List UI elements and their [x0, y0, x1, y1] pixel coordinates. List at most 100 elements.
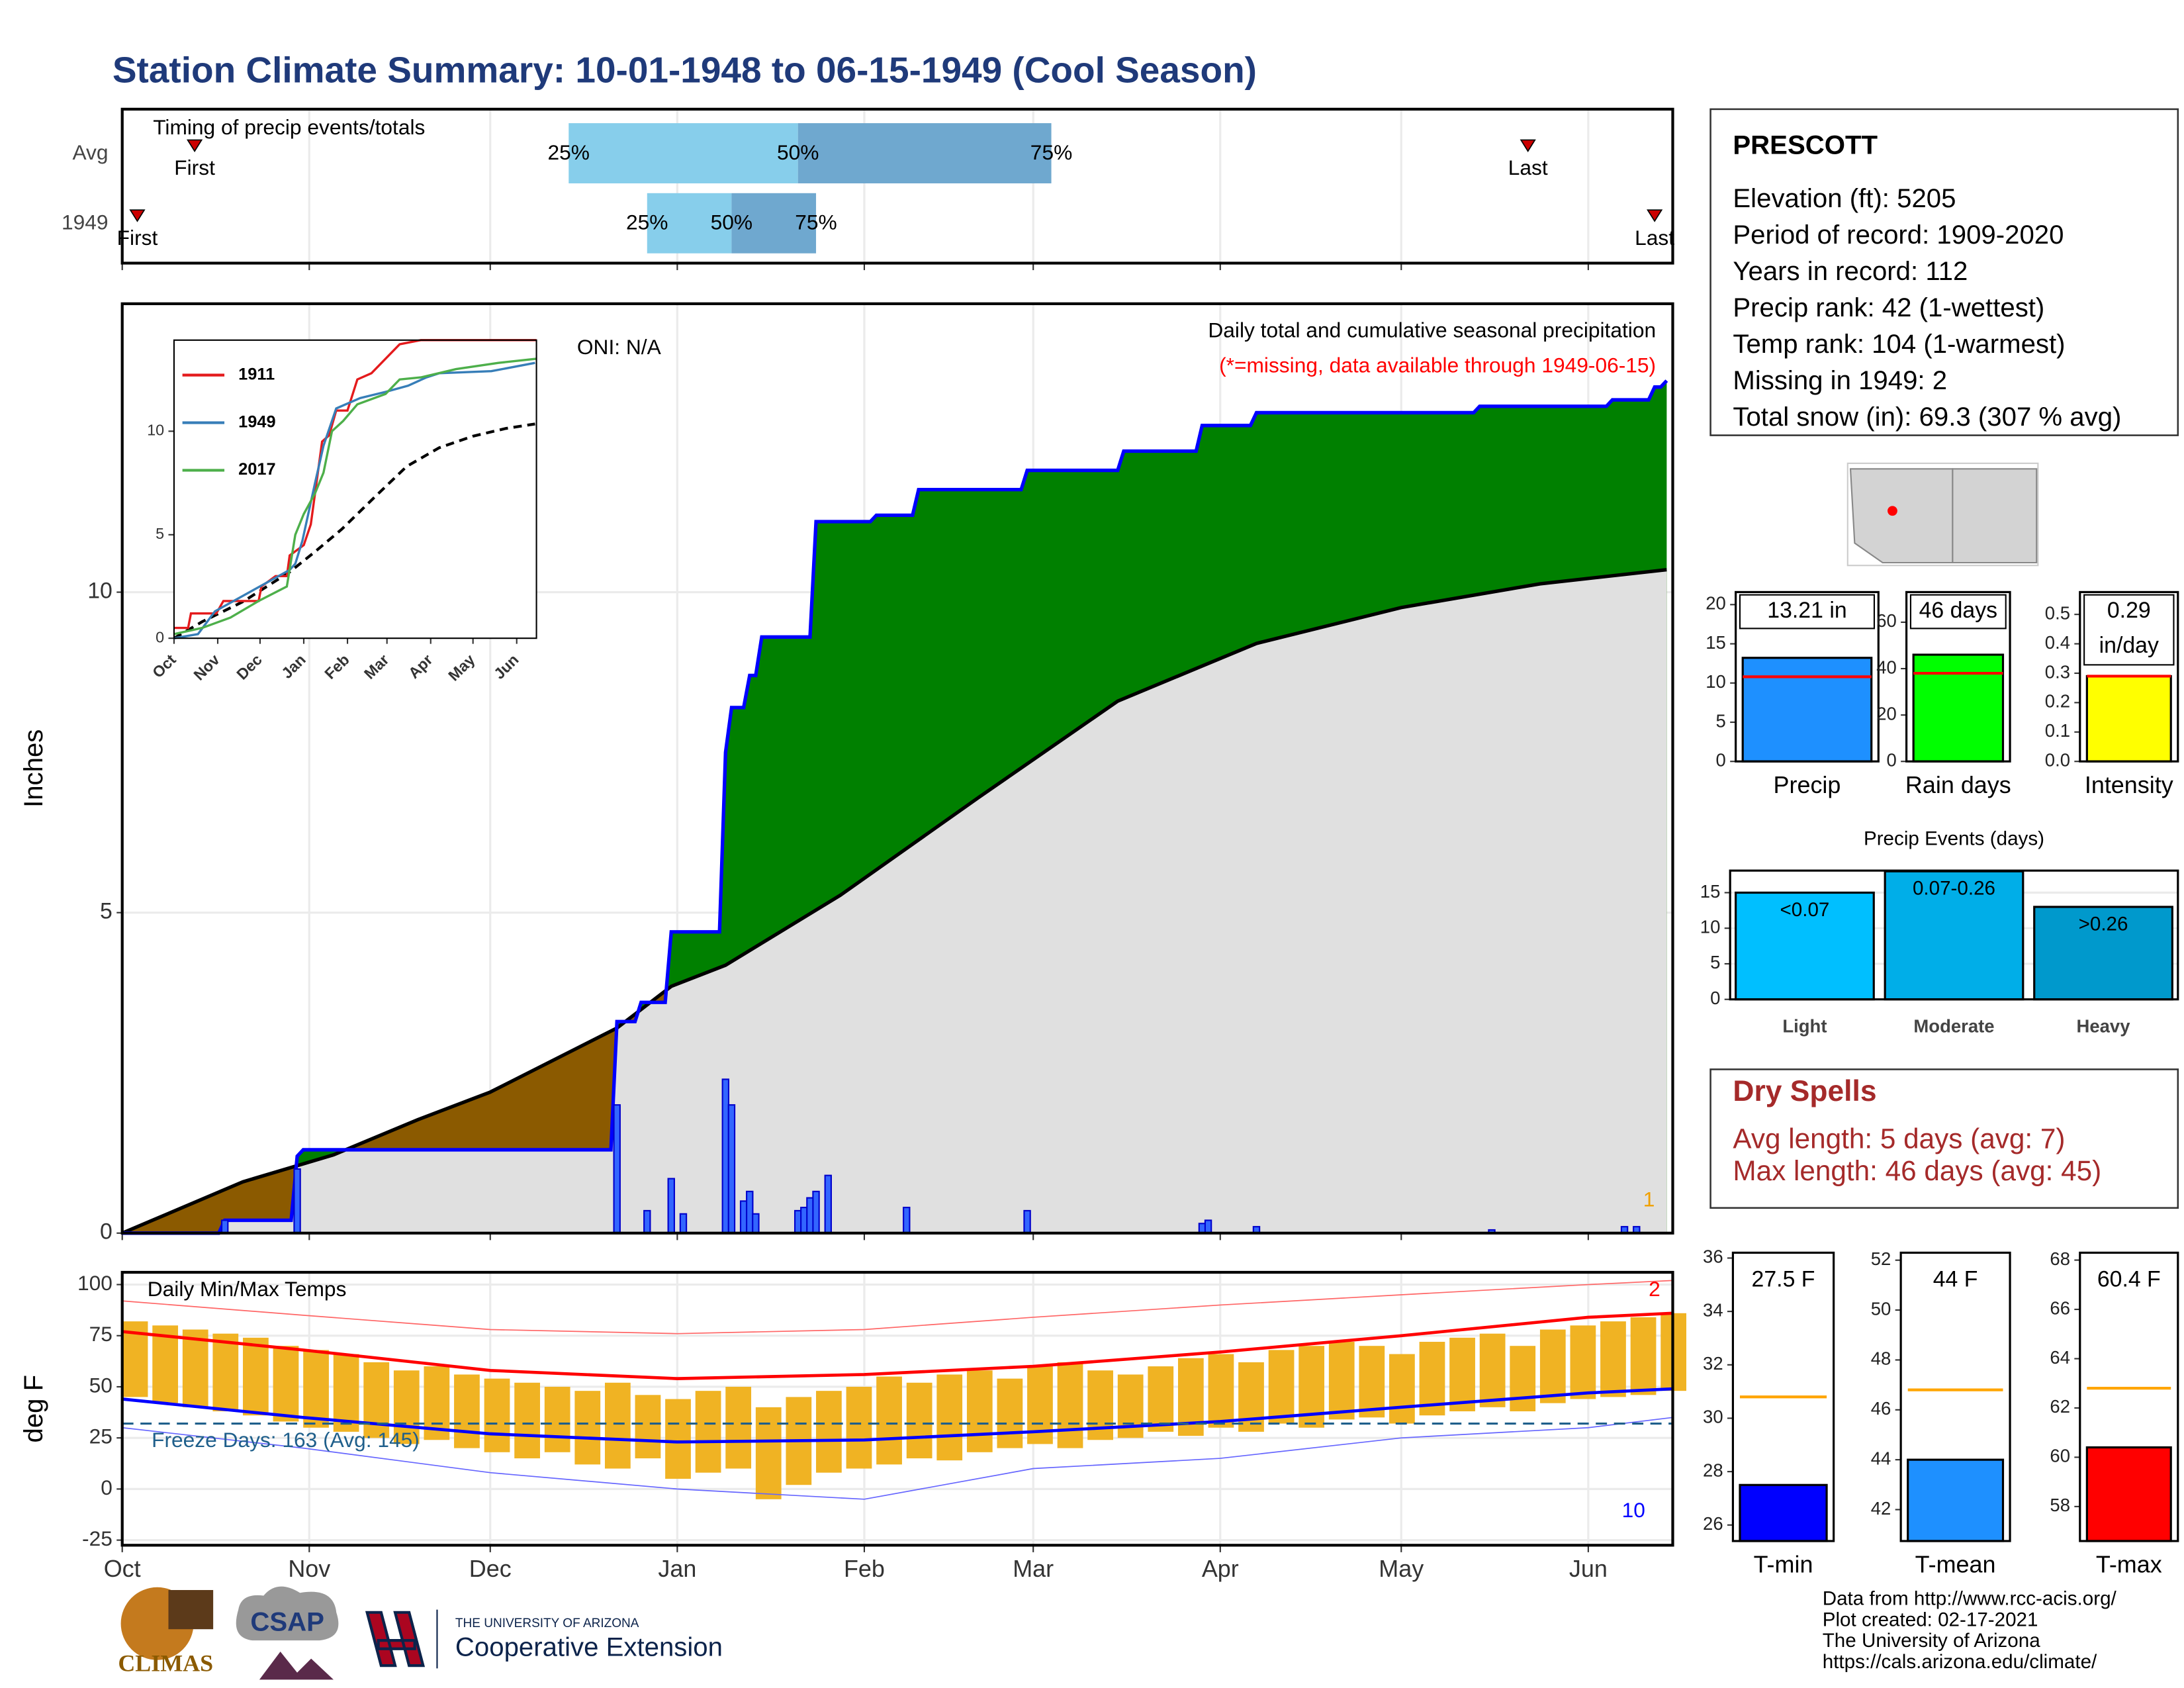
station-dot	[1888, 506, 1897, 516]
marker-label: First	[117, 226, 158, 250]
daily-bar	[746, 1190, 754, 1234]
map-state	[1849, 468, 1954, 564]
temp-bar	[544, 1386, 570, 1452]
y-tick-label: 0.4	[2045, 632, 2070, 653]
y-tick-label: 26	[1703, 1513, 1723, 1534]
y-tick-label: 46	[1871, 1398, 1891, 1419]
bar	[1912, 653, 2005, 763]
dry-spells-title: Dry Spells	[1733, 1075, 1876, 1107]
timing-marker	[1520, 139, 1536, 152]
y-tick-label: 5	[1710, 952, 1720, 972]
station-line: Total snow (in): 69.3 (307 % avg)	[1733, 402, 2121, 432]
annotation: 2	[1649, 1277, 1661, 1301]
x-tick-label: Apr	[1202, 1555, 1239, 1582]
value-unit: in/day	[2099, 633, 2159, 658]
dry-spells-line: Avg length: 5 days (avg: 7)	[1733, 1123, 2065, 1154]
y-tick-label: 0.2	[2045, 691, 2070, 712]
x-tick-label: May	[1379, 1555, 1424, 1582]
station-line: Precip rank: 42 (1-wettest)	[1733, 293, 2044, 322]
plot-frame	[120, 1270, 1674, 1547]
y-tick-label: 0.1	[2045, 720, 2070, 741]
y-tick-label: 75	[89, 1322, 113, 1346]
x-tick-label: Heavy	[2077, 1015, 2131, 1036]
y-tick-label: 68	[2050, 1248, 2070, 1269]
row-label: 1949	[62, 211, 109, 234]
dry-spells-box	[1709, 1068, 2179, 1209]
timing-marker	[186, 139, 203, 152]
plot-frame	[120, 302, 1674, 1235]
daily-bar	[806, 1197, 814, 1234]
station-line: Period of record: 1909-2020	[1733, 220, 2064, 250]
plot-frame	[1729, 869, 2179, 1001]
x-tick-label: Precip	[1774, 771, 1841, 798]
footer-line: Data from http://www.rcc-acis.org/	[1823, 1588, 2117, 1610]
temp-bar	[1479, 1333, 1506, 1407]
plot-frame	[2079, 590, 2179, 763]
station-line: Temp rank: 104 (1-warmest)	[1733, 329, 2065, 359]
x-tick-label: T-max	[2096, 1551, 2162, 1578]
temp-bar	[1449, 1337, 1475, 1412]
csap-logo: CSAP	[250, 1607, 324, 1636]
timing-marker	[129, 209, 146, 222]
x-tick-label: Light	[1782, 1015, 1827, 1036]
annotation: 10	[1622, 1498, 1645, 1522]
y-tick-label: 42	[1871, 1498, 1891, 1519]
dry-spells-line: Max length: 46 days (avg: 45)	[1733, 1155, 2101, 1186]
logos: CLIMAS CSAP THE UNIVERSITY OF ARIZONA Co…	[118, 1586, 723, 1680]
x-tick-label: Moderate	[1913, 1015, 1994, 1036]
chart-title: Precip Events (days)	[1864, 827, 2044, 849]
value-label: 44 F	[1933, 1267, 1978, 1292]
x-tick-label: Feb	[844, 1555, 885, 1582]
plot-frame	[120, 107, 1674, 265]
x-tick-label: T-mean	[1915, 1551, 1996, 1578]
value-label: 0.29	[2107, 598, 2151, 623]
y-tick-label: 5	[156, 525, 164, 542]
value-label: 60.4 F	[2097, 1267, 2161, 1292]
temp-bar	[273, 1346, 299, 1422]
x-tick-label: T-min	[1754, 1551, 1813, 1578]
y-tick-label: 15	[1706, 632, 1726, 653]
x-tick-label: Jan	[658, 1555, 696, 1582]
footer-line: The University of Arizona	[1823, 1630, 2040, 1652]
y-tick-label: 32	[1703, 1353, 1723, 1374]
temp-line	[122, 1280, 1673, 1335]
climas-emblem	[168, 1589, 214, 1630]
y-tick-label: 62	[2050, 1396, 2070, 1417]
timing-title: Timing of precip events/totals	[153, 115, 425, 139]
y-tick-label: 44	[1871, 1448, 1891, 1468]
y-tick-label: 40	[1876, 657, 1897, 677]
value-label-box	[1909, 594, 2007, 630]
plot-frame	[173, 339, 537, 639]
temp-bar	[363, 1362, 390, 1438]
y-tick-label: 60	[1876, 610, 1897, 631]
climas-logo: CLIMAS	[118, 1650, 213, 1676]
chart-subtitle: (*=missing, data available through 1949-…	[1219, 353, 1656, 377]
temp-bar	[1630, 1317, 1657, 1395]
row-label: Avg	[72, 140, 108, 164]
extension-name: Cooperative Extension	[455, 1632, 723, 1662]
y-tick-label: 58	[2050, 1495, 2070, 1515]
quartile-bar	[647, 193, 732, 254]
y-tick-label: 0	[100, 1219, 113, 1244]
station-name: PRESCOTT	[1733, 130, 1878, 160]
average-line	[121, 568, 1667, 1235]
temp-bar	[1148, 1366, 1174, 1432]
daily-bar	[667, 1178, 675, 1234]
bar-label: <0.07	[1780, 899, 1830, 921]
value-label-box	[1739, 594, 1876, 630]
csap-cloud	[236, 1586, 339, 1641]
temp-bar	[1510, 1346, 1536, 1412]
x-tick-label: Rain days	[1905, 771, 2011, 798]
daily-bar	[679, 1213, 688, 1234]
quartile-bar	[797, 123, 1052, 183]
y-tick-label: 25	[89, 1425, 113, 1448]
temp-bar	[1328, 1342, 1355, 1420]
y-tick-label: 100	[77, 1271, 113, 1295]
y-tick-label: 66	[2050, 1297, 2070, 1318]
y-tick-label: 34	[1703, 1299, 1723, 1320]
y-axis-label: Inches	[19, 729, 48, 808]
temp-bar	[574, 1391, 601, 1465]
value-label-box	[2083, 594, 2175, 666]
temp-bar	[1539, 1329, 1566, 1403]
